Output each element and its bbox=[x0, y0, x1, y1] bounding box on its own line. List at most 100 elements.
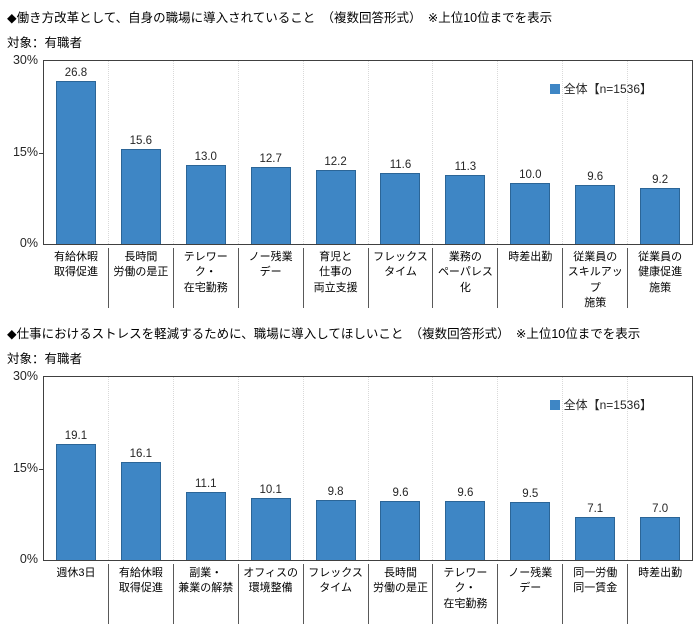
value-label: 11.1 bbox=[195, 478, 217, 491]
x-axis-category-label: 従業員の 健康促進 施策 bbox=[627, 248, 692, 308]
bar bbox=[380, 501, 421, 560]
x-axis-category-label: 時差出勤 bbox=[497, 248, 562, 308]
category-cell: 10.0 bbox=[497, 61, 562, 244]
x-axis-labels: 有給休暇 取得促進 長時間 労働の是正 テレワーク・ 在宅勤務 ノー残業 デー 育児と … bbox=[44, 248, 692, 309]
bar bbox=[510, 183, 551, 244]
value-label: 9.5 bbox=[522, 488, 539, 501]
legend-swatch bbox=[549, 399, 560, 410]
legend: 全体【n=1536】 bbox=[549, 396, 652, 413]
y-axis-tick-label: 30% bbox=[12, 369, 38, 383]
category-cell: 9.5 bbox=[497, 377, 562, 560]
bar bbox=[445, 501, 486, 560]
x-axis-category-label: 週休3日 bbox=[56, 567, 96, 579]
y-axis-tick-label: 0% bbox=[19, 552, 38, 566]
value-label: 15.6 bbox=[129, 134, 153, 147]
y-axis-tick-mark bbox=[39, 468, 44, 470]
chart-title: ◆働き方改革として、自身の職場に導入されていること （複数回答形式） ※上位10… bbox=[7, 11, 553, 25]
bar bbox=[55, 80, 96, 244]
y-axis-tick-label: 15% bbox=[12, 144, 38, 159]
x-axis-category-label: 長時間 労働の是正 bbox=[107, 248, 173, 308]
value-label: 9.6 bbox=[587, 171, 604, 184]
value-label: 9.6 bbox=[392, 487, 409, 500]
legend: 全体【n=1536】 bbox=[549, 80, 652, 97]
y-axis-tick-label: 30% bbox=[12, 53, 38, 67]
value-label: 11.3 bbox=[454, 161, 477, 174]
bar bbox=[510, 502, 551, 560]
x-axis-category-label: フレックス タイム bbox=[302, 564, 368, 624]
category-cell: 9.6 bbox=[367, 377, 433, 560]
category-cell: 9.8 bbox=[302, 377, 368, 560]
value-label: 10.1 bbox=[259, 484, 282, 497]
x-axis-category-label: テレワーク・ 在宅勤務 bbox=[172, 248, 238, 308]
bar bbox=[640, 517, 681, 560]
category-cell: 11.3 bbox=[432, 61, 497, 244]
value-label: 13.0 bbox=[194, 150, 217, 163]
bar bbox=[445, 175, 486, 244]
y-axis-tick-label: 0% bbox=[19, 236, 38, 250]
bar-chart: 30% 15% 0% 19.1 16.1 11.1 10.1 9.8 9.6 9.6 9.5 7.1 7… bbox=[13, 369, 693, 624]
category-cell: 9.6 bbox=[562, 61, 627, 244]
category-cell: 12.7 bbox=[237, 61, 303, 244]
category-cell: 9.6 bbox=[432, 377, 497, 560]
bar bbox=[120, 461, 161, 560]
value-label: 9.6 bbox=[457, 487, 474, 500]
x-axis-category-label: 時差出勤 bbox=[627, 564, 692, 624]
bar bbox=[315, 169, 356, 244]
chart-section-wanted: ◆仕事におけるストレスを軽減するために、職場に導入してほしいこと （複数回答形式… bbox=[0, 316, 700, 624]
bar bbox=[575, 185, 616, 244]
value-label: 19.1 bbox=[64, 429, 88, 442]
x-axis-category-label: ノー残業 デー bbox=[237, 248, 303, 308]
category-cell: 9.2 bbox=[627, 61, 692, 244]
value-label: 9.2 bbox=[652, 173, 669, 186]
x-axis-category-label: 副業・ 兼業の解禁 bbox=[172, 564, 238, 624]
category-cell: 15.6 bbox=[107, 61, 173, 244]
category-cell: 12.2 bbox=[302, 61, 368, 244]
bar bbox=[120, 148, 161, 244]
value-label: 10.0 bbox=[519, 169, 542, 182]
bar bbox=[575, 516, 616, 560]
x-axis-category-label: 有給休暇 取得促進 bbox=[53, 251, 98, 279]
y-axis-tick-mark bbox=[39, 152, 44, 154]
chart-subject: 対象：有職者 bbox=[7, 352, 83, 366]
value-label: 9.8 bbox=[327, 486, 344, 499]
x-axis-category-label: 長時間 労働の是正 bbox=[367, 564, 433, 624]
legend-swatch bbox=[549, 83, 560, 94]
bar bbox=[185, 164, 226, 244]
category-cell: 11.6 bbox=[367, 61, 433, 244]
plot-area: 30% 15% 0% 26.8 15.6 13.0 12.7 12.2 11.6 11.3 10.0… bbox=[13, 53, 693, 250]
x-axis-category-label: 同一労働 同一賃金 bbox=[562, 564, 627, 624]
category-cell: 13.0 bbox=[172, 61, 238, 244]
value-label: 7.1 bbox=[587, 502, 604, 515]
value-label: 26.8 bbox=[64, 66, 88, 79]
category-cell: 7.1 bbox=[562, 377, 627, 560]
bar-chart: 30% 15% 0% 26.8 15.6 13.0 12.7 12.2 11.6 11.3 10.0… bbox=[13, 53, 693, 309]
x-axis-category-label: ノー残業 デー bbox=[497, 564, 562, 624]
category-cell: 19.1 bbox=[44, 377, 108, 560]
category-cell: 11.1 bbox=[172, 377, 238, 560]
value-label: 12.7 bbox=[259, 152, 282, 165]
category-cell: 7.0 bbox=[627, 377, 692, 560]
bar bbox=[55, 443, 96, 560]
category-cell: 10.1 bbox=[237, 377, 303, 560]
category-cell: 16.1 bbox=[107, 377, 173, 560]
x-axis-labels: 週休3日 有給休暇 取得促進 副業・ 兼業の解禁 オフィスの 環境整備 フレックス タイ… bbox=[44, 564, 692, 624]
x-axis-category-label: 業務の ペーパレス化 bbox=[432, 248, 497, 308]
chart-section-installed: ◆働き方改革として、自身の職場に導入されていること （複数回答形式） ※上位10… bbox=[0, 0, 700, 309]
x-axis-category-label: 育児と 仕事の 両立支援 bbox=[302, 248, 368, 308]
legend-label: 全体【n=1536】 bbox=[563, 398, 652, 412]
x-axis-category-label: 従業員の スキルアップ 施策 bbox=[562, 248, 627, 309]
value-label: 7.0 bbox=[652, 503, 669, 516]
x-axis-category-label: オフィスの 環境整備 bbox=[237, 564, 303, 624]
bar bbox=[185, 492, 226, 560]
x-axis-category-label: 有給休暇 取得促進 bbox=[107, 564, 173, 624]
bar bbox=[250, 166, 291, 244]
bar bbox=[250, 498, 291, 560]
bar bbox=[640, 187, 681, 244]
y-axis-tick-label: 15% bbox=[12, 460, 38, 475]
value-label: 16.1 bbox=[129, 447, 153, 460]
category-cell: 26.8 bbox=[44, 61, 108, 244]
plot-area: 30% 15% 0% 19.1 16.1 11.1 10.1 9.8 9.6 9.6 9.5 7.1 7… bbox=[13, 369, 693, 566]
chart-subject: 対象：有職者 bbox=[7, 36, 83, 50]
bar bbox=[380, 173, 421, 244]
